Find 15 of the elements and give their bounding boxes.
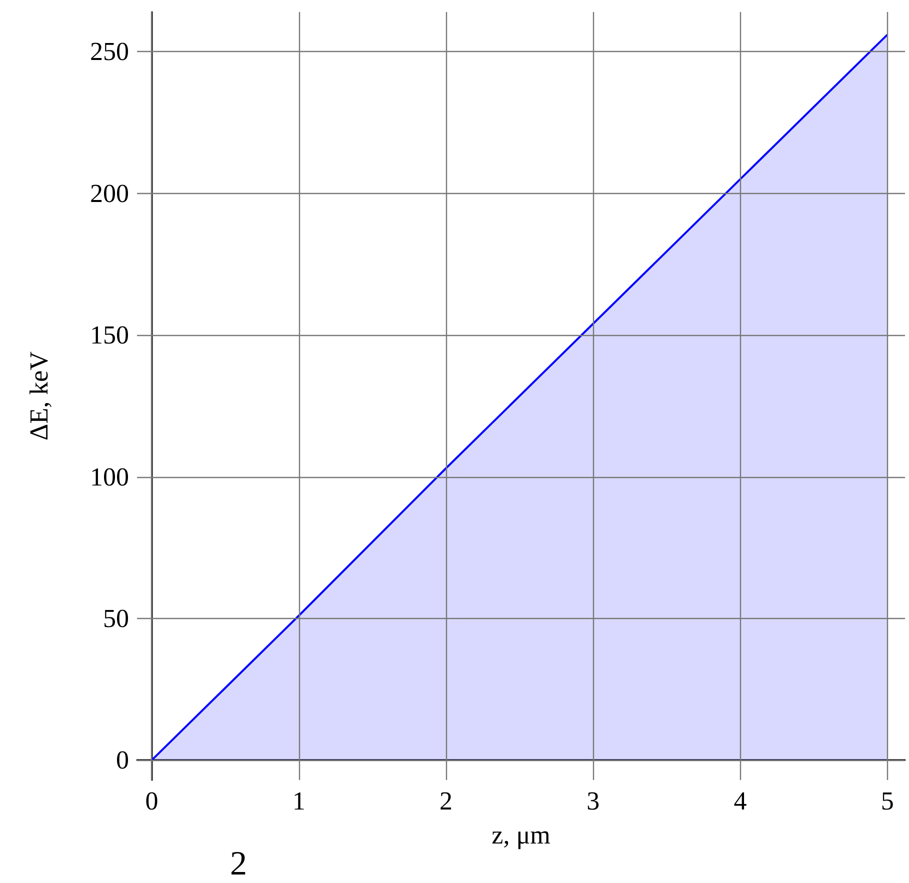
y-tick-label: 50 — [103, 604, 129, 633]
y-axis-title: ΔE, keV — [24, 351, 54, 440]
y-tick-label: 250 — [90, 37, 129, 66]
x-tick-label: 2 — [439, 786, 452, 816]
x-axis-title: z, μm — [492, 820, 550, 850]
x-tick-label: 1 — [292, 786, 306, 816]
y-tick-label: 0 — [116, 746, 129, 775]
y-tick-label: 150 — [90, 320, 129, 350]
x-tick-label: 0 — [145, 786, 158, 816]
x-tick-label: 4 — [734, 786, 747, 816]
x-tick-label: 5 — [880, 786, 894, 816]
text: 2 — [230, 846, 247, 882]
y-tick-label: 200 — [90, 178, 129, 208]
y-tick-label: 100 — [90, 462, 129, 492]
x-tick-label: 3 — [586, 786, 600, 816]
